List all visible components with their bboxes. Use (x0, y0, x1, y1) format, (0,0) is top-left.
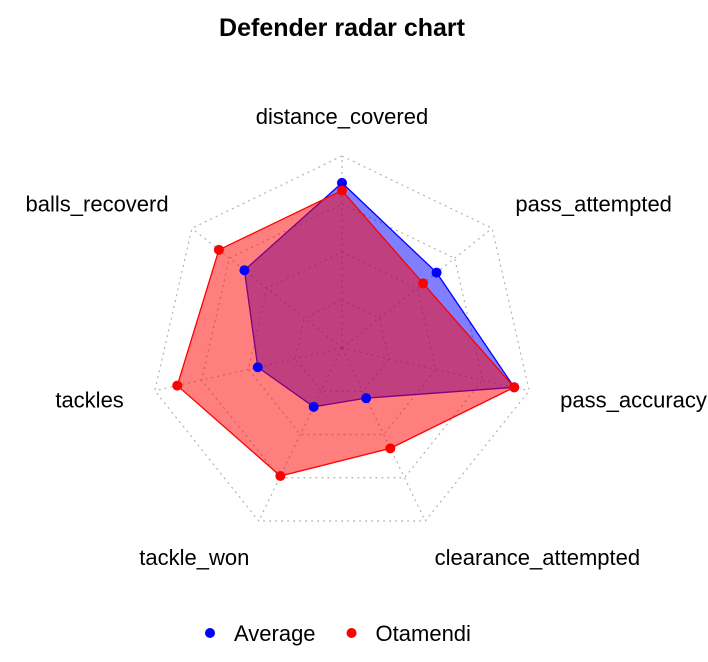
axis-label: balls_recoverd (26, 191, 169, 216)
data-point-otamendi (509, 382, 520, 393)
axis-label: clearance_attempted (435, 545, 640, 570)
data-point-average (239, 265, 250, 276)
legend-marker (346, 628, 357, 638)
legend-label: Otamendi (376, 621, 471, 646)
data-point-average (308, 401, 319, 412)
grid-ring (154, 155, 530, 522)
axis-label: tackles (55, 388, 123, 413)
chart-title: Defender radar chart (219, 14, 466, 42)
data-point-average (252, 362, 263, 373)
axis-label: distance_covered (256, 104, 428, 129)
data-point-otamendi (213, 244, 224, 255)
legend: Average Otamendi (205, 621, 471, 646)
data-point-average (431, 267, 442, 278)
axis-label: tackle_won (139, 545, 249, 570)
radar-series (172, 177, 520, 482)
data-point-otamendi (275, 471, 286, 482)
series-area-otamendi (176, 189, 516, 477)
axis-labels: distance_covered pass_attempted pass_accur… (26, 104, 707, 570)
axis-label: pass_accuracy (560, 388, 707, 413)
data-point-otamendi (418, 278, 429, 289)
grid-ring (200, 203, 484, 479)
data-point-otamendi (172, 380, 183, 391)
legend-label: Average (234, 621, 316, 646)
data-point-average (361, 393, 372, 404)
data-point-otamendi (385, 443, 396, 454)
legend-marker (205, 628, 215, 638)
data-point-otamendi (337, 185, 347, 196)
data-point-average (337, 177, 347, 188)
axis-label: pass_attempted (515, 191, 672, 216)
